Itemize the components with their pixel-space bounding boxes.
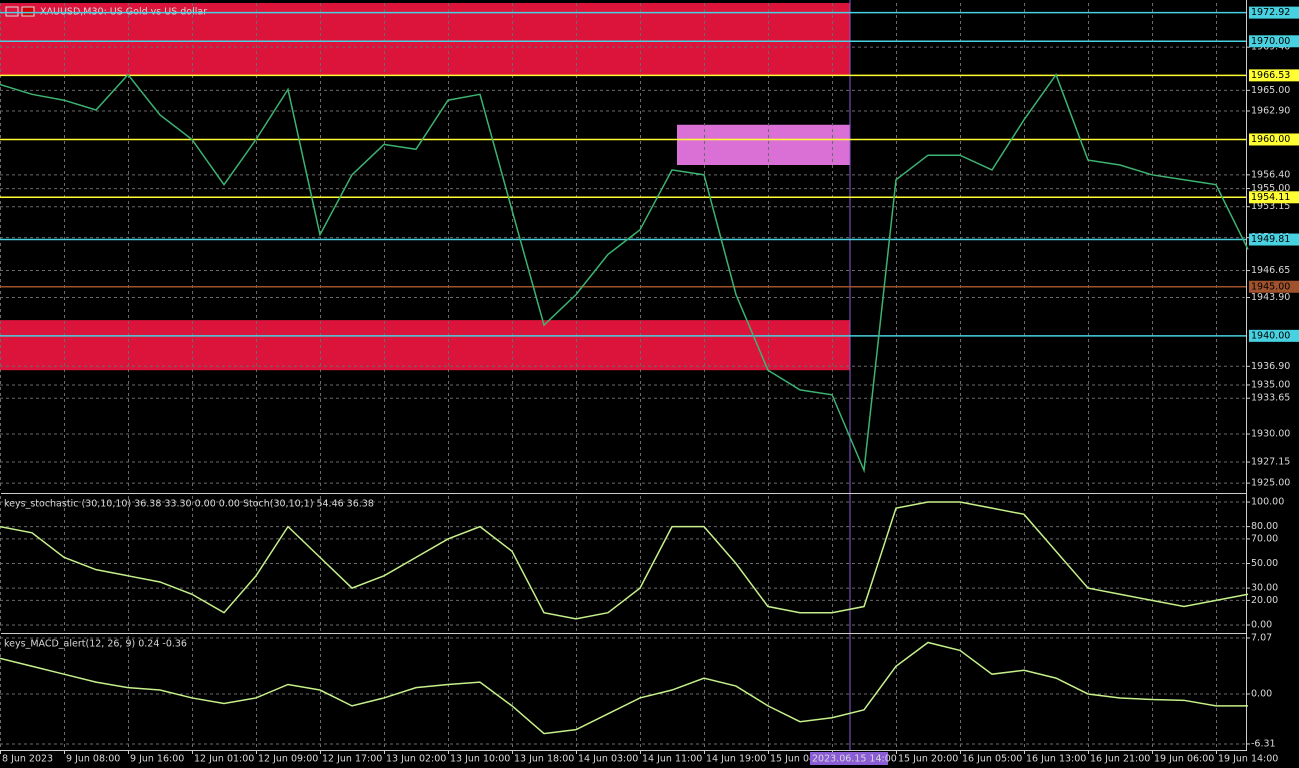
x-tick-label: 8 Jun 2023	[2, 754, 53, 765]
y-tick-label: 1927.15	[1251, 457, 1290, 468]
y-tick-label: 1956.40	[1251, 169, 1290, 180]
symbol-icon[interactable]	[21, 6, 35, 17]
y-tick-label: 0.00	[1251, 688, 1272, 699]
x-tick-label: 19 Jun 06:00	[1154, 754, 1214, 765]
y-tick-label: 1935.00	[1251, 379, 1290, 390]
level-label-bg	[1249, 69, 1299, 82]
y-tick-label: 1953.15	[1251, 201, 1290, 212]
y-tick-label: 1936.90	[1251, 361, 1290, 372]
y-tick-label: -6.31	[1251, 738, 1276, 749]
y-tick-label: 80.00	[1251, 521, 1278, 532]
y-tick-label: 1943.90	[1251, 292, 1290, 303]
x-tick-label: 14 Jun 11:00	[642, 754, 702, 765]
level-label: 1954.11	[1251, 192, 1290, 203]
level-label-bg	[1249, 329, 1299, 342]
price-line	[0, 501, 1249, 620]
panel-border	[1, 493, 1246, 494]
y-tick-label: 0.00	[1251, 619, 1272, 630]
y-tick-label: 1930.00	[1251, 429, 1290, 440]
y-tick-label: 1946.65	[1251, 265, 1290, 276]
level-label: 1960.00	[1251, 134, 1290, 145]
zone	[0, 3, 850, 76]
panel-border	[1, 633, 1246, 634]
x-tick-label: 15 Jun 20:00	[898, 754, 958, 765]
level-label-bg	[1249, 35, 1299, 48]
axis-border	[0, 750, 1247, 751]
x-tick-label: 12 Jun 01:00	[194, 754, 254, 765]
level-label-bg	[1249, 6, 1299, 19]
y-tick-label: 100.00	[1251, 497, 1284, 508]
y-tick-label: 50.00	[1251, 558, 1278, 569]
level-label: 1945.00	[1251, 281, 1290, 292]
level-label: 1940.00	[1251, 330, 1290, 341]
x-tick-label: 9 Jun 16:00	[130, 754, 184, 765]
zone	[677, 124, 850, 166]
x-tick-label: 13 Jun 10:00	[450, 754, 510, 765]
y-tick-label: 1955.00	[1251, 183, 1290, 194]
y-tick-label: 7.07	[1251, 632, 1272, 643]
indicator-title: keys_stochastic (30,10,10) 36.38 33.30 0…	[4, 499, 374, 510]
y-tick-label: 1933.65	[1251, 393, 1290, 404]
x-tick-label: 12 Jun 09:00	[258, 754, 318, 765]
level-label-bg	[1249, 133, 1299, 146]
x-tick-label: 14 Jun 03:00	[578, 754, 638, 765]
level-label-bg	[1249, 233, 1299, 246]
price-line	[0, 641, 1248, 735]
x-label-highlight	[810, 752, 888, 765]
x-tick-label: 16 Jun 05:00	[962, 754, 1022, 765]
menu-icon[interactable]	[5, 6, 19, 17]
y-tick-label: 30.00	[1251, 583, 1278, 594]
level-label-bg	[1249, 280, 1299, 293]
x-tick-label: 13 Jun 02:00	[386, 754, 446, 765]
x-tick-label: 16 Jun 21:00	[1090, 754, 1150, 765]
y-tick-label: 20.00	[1251, 595, 1278, 606]
level-label: 1949.81	[1251, 234, 1290, 245]
x-tick-label: 16 Jun 13:00	[1026, 754, 1086, 765]
level-label: 1966.53	[1251, 70, 1290, 81]
level-label-bg	[1249, 191, 1299, 204]
x-tick-label: 19 Jun 14:00	[1218, 754, 1278, 765]
level-label: 1970.00	[1251, 36, 1290, 47]
zone	[0, 320, 850, 371]
x-tick-label: 13 Jun 18:00	[514, 754, 574, 765]
x-tick-label: 15 Jun 04:00	[770, 754, 830, 765]
level-label: 1972.92	[1251, 7, 1290, 18]
x-tick-label: 14 Jun 19:00	[706, 754, 766, 765]
y-tick-label: 1962.90	[1251, 106, 1290, 117]
y-tick-label: 1925.00	[1251, 478, 1290, 489]
indicator-title: keys_MACD_alert(12, 26, 9) 0.24 -0.36	[4, 639, 187, 650]
x-tick-label: 2023.06.15 14:00	[812, 754, 897, 765]
axis-border	[1246, 0, 1247, 750]
y-tick-label: 1965.00	[1251, 85, 1290, 96]
price-line	[0, 73, 1249, 474]
y-tick-label: 70.00	[1251, 533, 1278, 544]
x-tick-label: 12 Jun 17:00	[322, 754, 382, 765]
x-tick-label: 9 Jun 08:00	[66, 754, 120, 765]
